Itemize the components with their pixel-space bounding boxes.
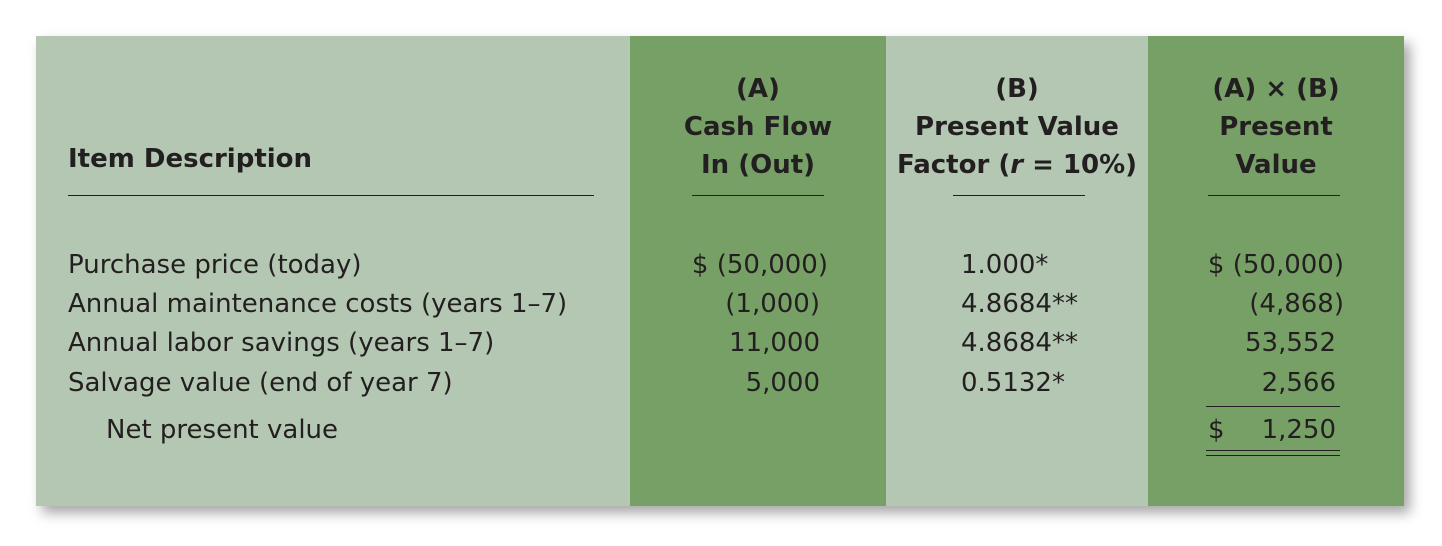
row-description: Salvage value (end of year 7): [68, 368, 453, 398]
npv-table: Item Description (A) Cash Flow In (Out) …: [36, 36, 1404, 506]
row-cash-flow: $ (50,000): [691, 250, 828, 280]
header-cash-flow: (A) Cash Flow In (Out): [683, 74, 833, 180]
net-present-value-label: Net present value: [106, 415, 339, 445]
row-pv-factor: 0.5132*: [961, 368, 1065, 398]
header-item-description: Item Description: [68, 144, 313, 174]
cash-flow-column-band: [630, 36, 886, 506]
total-currency-symbol: $: [1208, 415, 1225, 445]
row-present-value: 53,552: [1245, 328, 1336, 358]
row-cash-flow: (1,000): [725, 289, 820, 319]
row-present-value: 2,566: [1261, 368, 1336, 398]
total-double-rule-top: [1206, 450, 1340, 451]
row-description: Annual labor savings (years 1–7): [68, 328, 495, 358]
header-rule-present-value: [1208, 195, 1340, 196]
header-present-value: (A) × (B) Present Value: [1212, 74, 1340, 180]
present-value-column-band: [1148, 36, 1404, 506]
total-double-rule-bottom: [1206, 455, 1340, 456]
row-present-value: $ (50,000): [1207, 250, 1344, 280]
header-pv-factor: (B) Present Value Factor (r = 10%): [896, 74, 1138, 180]
row-description: Annual maintenance costs (years 1–7): [68, 289, 568, 319]
row-cash-flow: 5,000: [745, 368, 820, 398]
row-pv-factor: 4.8684**: [961, 328, 1078, 358]
row-description: Purchase price (today): [68, 250, 362, 280]
row-pv-factor: 4.8684**: [961, 289, 1078, 319]
header-rule-cash-flow: [692, 195, 824, 196]
net-present-value-amount: 1,250: [1261, 415, 1336, 445]
header-rule-description: [68, 195, 594, 196]
row-cash-flow: 11,000: [729, 328, 820, 358]
row-present-value: (4,868): [1249, 289, 1344, 319]
row-pv-factor: 1.000*: [961, 250, 1049, 280]
header-rule-pv-factor: [953, 195, 1085, 196]
subtotal-rule: [1206, 406, 1340, 407]
